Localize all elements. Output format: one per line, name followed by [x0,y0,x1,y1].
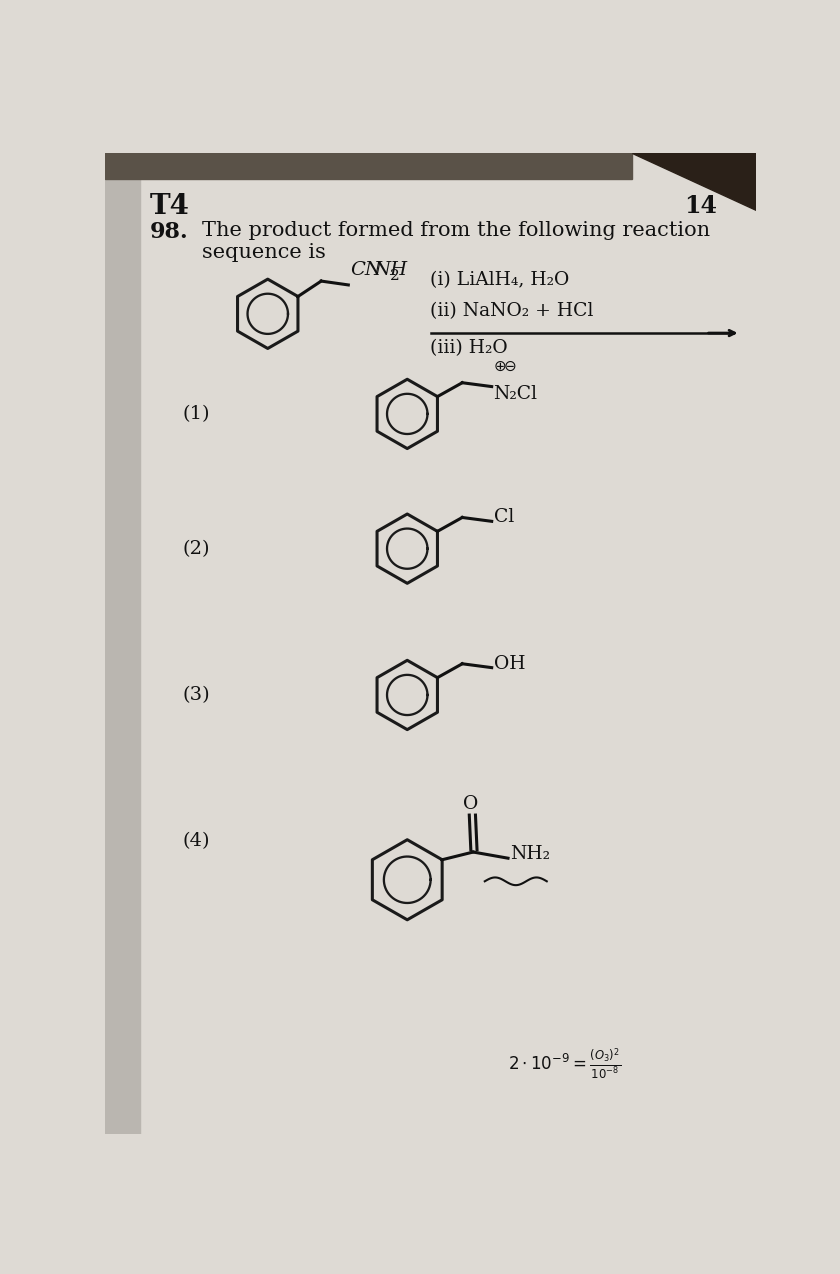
Text: N₂Cl: N₂Cl [493,385,538,403]
Text: (4): (4) [182,832,210,850]
Text: O: O [463,795,479,813]
Text: (iii) H₂O: (iii) H₂O [431,339,508,357]
Text: 98.: 98. [150,222,188,243]
Text: OH: OH [494,655,526,673]
Text: NH: NH [373,261,407,279]
Bar [105,153,140,1134]
Text: Cl: Cl [494,508,514,526]
Text: (2): (2) [182,540,210,558]
Text: ⊕: ⊕ [493,359,506,375]
Text: CN: CN [350,261,382,279]
Bar [105,153,632,180]
Text: (1): (1) [182,405,210,423]
Text: The product formed from the following reaction
sequence is: The product formed from the following re… [202,222,710,262]
Text: ⊖: ⊖ [504,359,517,375]
Text: NH₂: NH₂ [511,846,550,864]
Polygon shape [632,153,756,210]
Text: (3): (3) [182,685,210,705]
Text: $2 \cdot 10^{-9} = \frac{(O_3)^2}{10^{-8}}$: $2 \cdot 10^{-9} = \frac{(O_3)^2}{10^{-8… [508,1046,621,1082]
Text: 2: 2 [390,269,400,283]
Text: (i) LiAlH₄, H₂O: (i) LiAlH₄, H₂O [431,271,570,289]
Text: 14: 14 [685,195,717,218]
Text: T4: T4 [150,192,190,220]
Text: (ii) NaNO₂ + HCl: (ii) NaNO₂ + HCl [431,302,594,320]
